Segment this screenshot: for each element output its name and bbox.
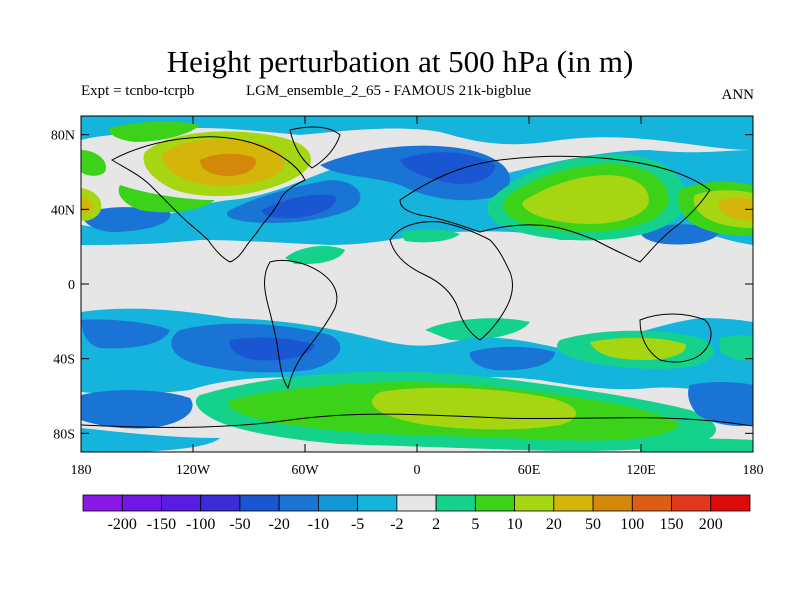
contour-sh-yellow-1 (590, 337, 686, 360)
lon-tick-label: 180 (71, 463, 92, 478)
lat-tick-label: 80N (51, 129, 75, 144)
contour-nh-blue-3 (81, 207, 171, 232)
colorbar-swatch (631, 494, 672, 512)
contour-nh-blue-4 (640, 224, 720, 245)
colorbar-swatch (435, 494, 476, 512)
lon-tick-label: 180 (743, 463, 764, 478)
contour-pacific-high-50 (718, 197, 753, 221)
contour-arctic-cyan (81, 116, 753, 150)
colorbar-label: 200 (699, 516, 723, 533)
contour-so-high-20 (371, 387, 577, 430)
colorbar-swatch (278, 494, 319, 512)
colorbar-label: -150 (147, 516, 176, 533)
colorbar-label: 2 (432, 516, 440, 533)
lat-tick-label: 0 (68, 278, 75, 293)
contour-nh-deepblue-2 (400, 152, 495, 185)
colorbar-label: 10 (507, 516, 523, 533)
contour-nw-corner-green (81, 150, 106, 176)
colorbar-label: -50 (229, 516, 250, 533)
colorbar-swatch (318, 494, 359, 512)
contour-asia-high-20 (522, 175, 649, 224)
lon-tick-label: 120W (176, 463, 211, 478)
lon-tick-label: 60E (518, 463, 541, 478)
lon-tick-label: 120E (626, 463, 656, 478)
colorbar-label: 150 (660, 516, 684, 533)
contour-sh-green-east (720, 335, 753, 361)
colorbar-swatch (121, 494, 162, 512)
colorbar-label: -5 (351, 516, 364, 533)
colorbar-swatch (671, 494, 712, 512)
contour-na-green-south (118, 185, 215, 213)
coastline-south-america (264, 259, 338, 390)
colorbar-label: 100 (620, 516, 644, 533)
contour-sh-blue-2 (81, 319, 170, 349)
axis-ticks: 80N 40N 0 40S 80S 180 120W 60W 0 60E 120E 180 (51, 116, 764, 478)
lon-tick-label: 60W (291, 463, 319, 478)
coastlines (81, 126, 753, 428)
coastline-north-america (111, 136, 306, 263)
coastline-greenland (289, 126, 341, 169)
coastline-africa-eurasia (389, 221, 513, 341)
colorbar-label: -20 (269, 516, 290, 533)
ensemble-label: LGM_ensemble_2_65 - FAMOUS 21k-bigblue (246, 83, 532, 99)
colorbar-swatch (474, 494, 515, 512)
season-label: ANN (721, 87, 755, 103)
colorbar: -200 -150 -100 -50 -20 -10 -5 -2 2 5 10 20 50 100 150 2… (82, 494, 751, 533)
colorbar-label: -200 (108, 516, 137, 533)
colorbar-swatch (514, 494, 555, 512)
coastline-australia (639, 313, 712, 363)
lat-tick-label: 40N (51, 203, 75, 218)
colorbar-swatch (200, 494, 241, 512)
map-title: Height perturbation at 500 hPa (in m) (166, 44, 634, 79)
contour-na-green-edge (109, 121, 200, 142)
colorbar-swatch (710, 494, 751, 512)
colorbar-label: -100 (186, 516, 215, 533)
colorbar-label: 20 (546, 516, 562, 533)
lon-tick-label: 0 (414, 463, 421, 478)
lat-tick-label: 40S (53, 353, 75, 368)
colorbar-swatch (82, 494, 123, 512)
colorbar-swatch (357, 494, 398, 512)
contour-sh-southwest-blue (81, 390, 193, 429)
colorbar-swatch (553, 494, 594, 512)
contour-sh-south-green-2 (640, 438, 753, 452)
colorbar-label: 5 (471, 516, 479, 533)
contour-tropic-green-3 (425, 318, 530, 341)
colorbar-swatch (239, 494, 280, 512)
lat-tick-label: 80S (53, 427, 75, 442)
colorbar-swatch (396, 494, 437, 512)
colorbar-label: -10 (308, 516, 329, 533)
colorbar-swatch (161, 494, 202, 512)
contour-fields (81, 116, 753, 452)
contour-na-high-50 (200, 153, 256, 176)
coastline-eurasia-north (399, 155, 711, 263)
contour-sh-blue-3 (469, 346, 555, 371)
coastline-antarctica (81, 413, 753, 428)
colorbar-label: 50 (585, 516, 601, 533)
contour-sh-deepblue-1 (229, 337, 315, 361)
contour-nh-deepblue-1 (262, 194, 336, 219)
contour-tropic-green-1 (285, 246, 345, 265)
colorbar-label: -2 (390, 516, 403, 533)
contour-sh-south-cyan (81, 428, 220, 452)
experiment-label: Expt = tcnbo-tcrpb (81, 83, 195, 99)
colorbar-swatch (592, 494, 633, 512)
contour-sh-southeast-blue (688, 381, 753, 426)
contour-tropic-green-2 (400, 229, 460, 243)
